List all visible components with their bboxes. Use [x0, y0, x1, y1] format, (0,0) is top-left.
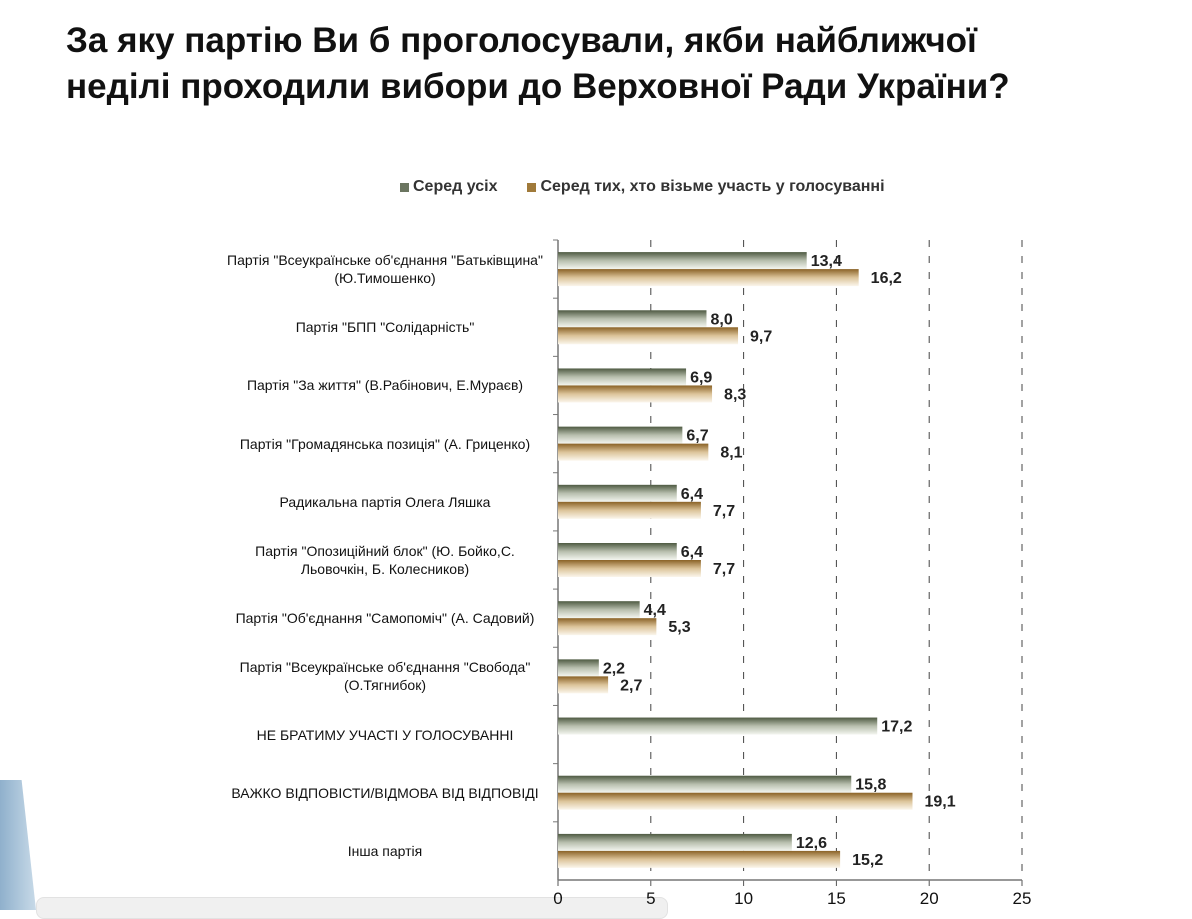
bar-voters	[558, 676, 609, 694]
data-label: 16,2	[871, 270, 902, 287]
bar-all	[558, 717, 878, 735]
bar-voters	[558, 560, 701, 577]
bar-all	[558, 833, 792, 851]
legend-swatch	[400, 182, 409, 192]
title-line-2: неділі проходили вибори до Верховної Рад…	[66, 67, 1010, 106]
legend-label: Серед усіх	[413, 178, 498, 195]
data-label: 19,1	[924, 794, 955, 811]
data-label: 7,7	[713, 561, 735, 578]
data-label: 6,7	[686, 428, 708, 445]
legend-label: Серед тих, хто візьме участь у голосуван…	[540, 178, 885, 195]
category-label: Партія "Всеукраїнське об'єднання "Свобод…	[239, 659, 531, 694]
category-label: Партія "Об'єднання "Самопоміч" (А. Садов…	[235, 610, 535, 627]
category-label: ВАЖКО ВІДПОВІСТИ/ВІДМОВА ВІД ВІДПОВІДІ	[231, 784, 539, 801]
legend: Серед усіх Серед тих, хто візьме участь …	[400, 178, 885, 196]
legend-item-voters: Серед тих, хто візьме участь у голосуван…	[527, 178, 885, 196]
x-tick-label: 0	[553, 889, 562, 908]
bar-all	[558, 543, 677, 560]
data-label: 7,7	[713, 503, 735, 520]
data-label: 6,4	[681, 486, 703, 503]
legend-item-all: Серед усіх	[400, 178, 497, 196]
category-label: НЕ БРАТИМУ УЧАСТІ У ГОЛОСУВАННІ	[256, 726, 514, 743]
data-label: 15,8	[855, 777, 886, 794]
data-label: 9,7	[750, 328, 772, 345]
data-label: 2,7	[620, 677, 642, 694]
bar-voters	[558, 618, 657, 636]
data-label: 8,3	[724, 386, 746, 403]
category-label: Партія "Опозиційний блок" (Ю. Бойко,С. Л…	[255, 543, 515, 577]
page-title: За яку партію Ви б проголосували, якби н…	[66, 18, 1192, 110]
data-label: 8,1	[720, 445, 742, 462]
data-label: 13,4	[811, 253, 842, 270]
x-tick-label: 5	[646, 889, 655, 908]
bar-all	[558, 659, 599, 677]
category-label: Партія "Всеукраїнське об'єднання "Батькі…	[227, 252, 543, 287]
bar-all	[558, 484, 677, 502]
x-tick-label: 10	[734, 889, 753, 908]
category-label: Партія "За життя" (В.Рабінович, Е.Мураєв…	[246, 377, 524, 394]
data-label: 2,2	[603, 660, 625, 677]
legend-swatch	[527, 182, 537, 192]
bar-voters	[558, 385, 713, 403]
x-tick-label: 15	[827, 889, 846, 908]
bar-all	[558, 252, 807, 270]
bar-all	[558, 601, 640, 619]
category-label: Партія "Громадянська позиція" (А. Грицен…	[239, 435, 531, 452]
x-tick-label: 25	[1013, 889, 1032, 908]
data-label: 5,3	[668, 619, 690, 636]
bar-all	[558, 310, 707, 328]
data-label: 12,6	[796, 835, 827, 852]
data-label: 6,4	[681, 544, 703, 561]
category-label: Партія "БПП "Солідарність"	[295, 319, 475, 336]
bar-voters	[558, 269, 859, 287]
bar-voters	[558, 792, 913, 810]
bar-all	[558, 368, 687, 386]
bar-all	[558, 775, 852, 793]
bar-voters	[558, 327, 739, 345]
x-tick-label: 20	[920, 889, 939, 908]
category-label: Інша партія	[347, 842, 423, 859]
data-label: 15,2	[852, 852, 883, 869]
category-label: Радикальна партія Олега Ляшка	[279, 493, 491, 510]
bar-voters	[558, 850, 841, 868]
bar-voters	[558, 501, 701, 519]
title-line-1: За яку партію Ви б проголосували, якби н…	[66, 21, 977, 60]
bar-voters	[558, 443, 709, 461]
data-label: 6,9	[690, 369, 712, 386]
data-label: 8,0	[710, 311, 732, 328]
data-label: 17,2	[881, 719, 912, 736]
bar-all	[558, 426, 683, 444]
data-label: 4,4	[644, 602, 666, 619]
